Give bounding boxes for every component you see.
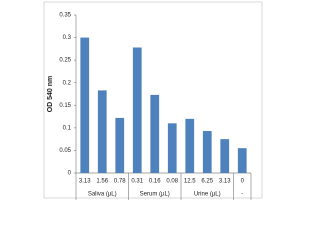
group-label: Urine (µL) xyxy=(194,192,221,198)
x-tick-label: 1.56 xyxy=(96,179,108,185)
x-tick-label: 3.13 xyxy=(79,179,91,185)
x-tick-label: 6.25 xyxy=(201,179,213,185)
bar xyxy=(80,37,90,174)
bar xyxy=(97,90,107,173)
y-tick-label: 0.35 xyxy=(59,13,71,19)
y-tick-label: 0.1 xyxy=(63,125,72,131)
y-tick-label: 0.05 xyxy=(59,148,71,154)
x-tick-label: 0.31 xyxy=(131,179,143,185)
x-tick-label: 3.13 xyxy=(219,179,231,185)
x-tick-label: 12.5 xyxy=(184,179,196,185)
y-tick-label: 0.25 xyxy=(59,58,71,64)
y-tick-label: 0.3 xyxy=(63,35,72,41)
y-tick-label: 0.2 xyxy=(63,80,72,86)
y-tick-label: 0 xyxy=(68,171,72,177)
x-tick-label: 0 xyxy=(241,179,245,185)
group-label: Serum (µL) xyxy=(140,192,170,198)
bar xyxy=(167,123,177,173)
page: OD 540 nm 0 0.05 0.1 0.15 0.2 0.25 0.3 0.35 3.13… xyxy=(43,1,263,200)
bar xyxy=(185,118,195,173)
bar xyxy=(220,139,230,173)
chart: OD 540 nm 0 0.05 0.1 0.15 0.2 0.25 0.3 0.35 3.13… xyxy=(43,1,263,200)
y-axis-title: OD 540 nm xyxy=(47,76,54,113)
bar xyxy=(115,117,125,173)
bar xyxy=(132,47,142,174)
bar xyxy=(202,131,212,173)
x-tick-label: 0.16 xyxy=(149,179,161,185)
group-label: - xyxy=(241,192,243,198)
bar xyxy=(237,148,247,173)
x-tick-label: 0.78 xyxy=(114,179,126,185)
x-tick-label: 0.08 xyxy=(166,179,178,185)
group-label: Saliva (µL) xyxy=(88,192,117,198)
bar xyxy=(150,94,160,173)
y-tick-label: 0.15 xyxy=(59,103,71,109)
